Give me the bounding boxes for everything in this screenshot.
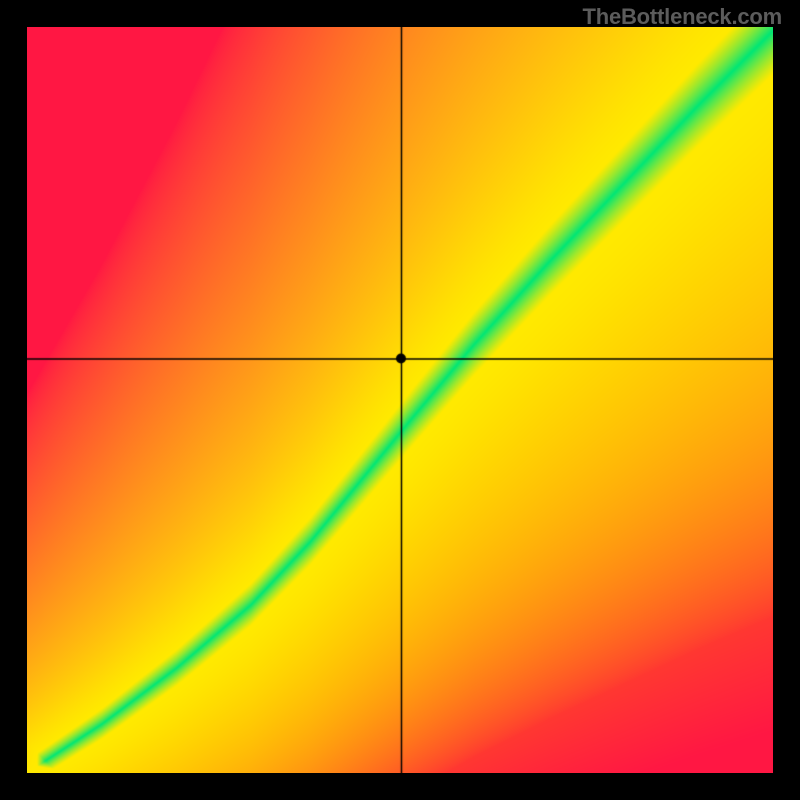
watermark-text: TheBottleneck.com: [582, 4, 782, 30]
crosshair-overlay: [27, 27, 773, 773]
chart-container: TheBottleneck.com: [0, 0, 800, 800]
